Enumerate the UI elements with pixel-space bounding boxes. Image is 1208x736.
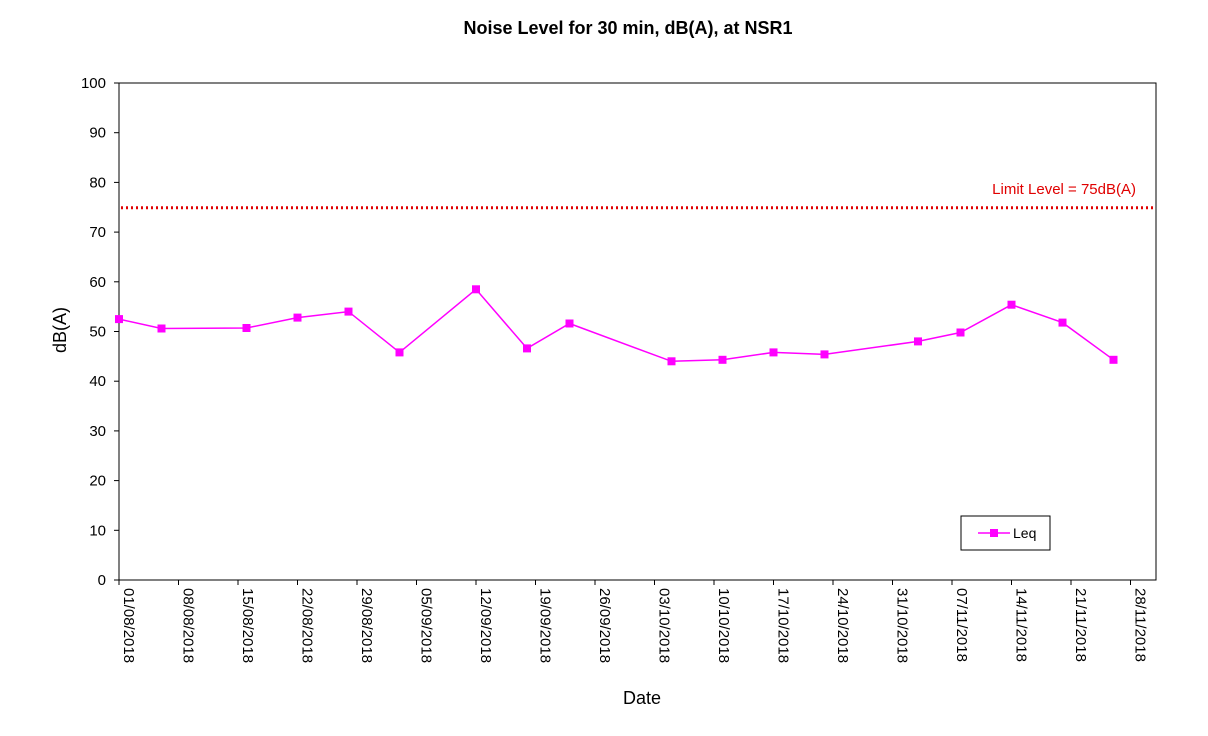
leq-data-point xyxy=(1109,355,1118,364)
x-tick-label: 21/11/2018 xyxy=(1072,588,1089,662)
x-tick-label: 08/08/2018 xyxy=(180,588,197,663)
x-tick-label: 26/09/2018 xyxy=(596,588,613,663)
leq-data-point xyxy=(769,348,778,357)
y-tick-label: 50 xyxy=(89,324,106,341)
legend-label: Leq xyxy=(1013,525,1036,541)
x-tick-label: 22/08/2018 xyxy=(299,588,316,663)
x-tick-label: 19/09/2018 xyxy=(537,588,554,663)
x-tick-label: 10/10/2018 xyxy=(715,588,732,663)
leq-data-point xyxy=(242,324,251,332)
leq-data-point xyxy=(115,315,123,324)
y-tick-label: 40 xyxy=(89,373,106,390)
x-axis-title: Date xyxy=(623,688,661,708)
y-tick-label: 10 xyxy=(89,522,106,539)
y-tick-label: 0 xyxy=(98,572,106,589)
leq-data-point xyxy=(344,307,353,316)
y-tick-label: 90 xyxy=(89,125,106,142)
x-tick-label: 29/08/2018 xyxy=(358,588,375,663)
y-tick-label: 80 xyxy=(89,174,106,191)
y-axis: 0 10 20 30 40 50 60 70 80 90 100 xyxy=(81,75,119,589)
leq-data-point xyxy=(1007,300,1016,309)
chart-title: Noise Level for 30 min, dB(A), at NSR1 xyxy=(463,18,792,38)
leq-data-point xyxy=(1058,318,1067,327)
leq-data-point xyxy=(914,337,922,346)
x-tick-label: 03/10/2018 xyxy=(656,588,673,663)
leq-data-point xyxy=(293,313,302,322)
leq-data-point xyxy=(565,319,574,328)
leq-data-point xyxy=(157,324,166,333)
series-layer xyxy=(115,285,1118,366)
x-tick-label: 28/11/2018 xyxy=(1132,588,1149,662)
x-tick-label: 05/09/2018 xyxy=(418,588,435,663)
x-tick-label: 14/11/2018 xyxy=(1013,588,1030,662)
y-tick-label: 70 xyxy=(89,224,106,241)
x-tick-label: 17/10/2018 xyxy=(775,588,792,663)
x-tick-label: 07/11/2018 xyxy=(953,588,970,662)
leq-data-point xyxy=(718,355,727,364)
leq-series-line xyxy=(118,288,1114,363)
limit-level-label: Limit Level = 75dB(A) xyxy=(992,181,1136,198)
leq-data-point xyxy=(820,350,829,359)
legend-square-marker-icon xyxy=(990,529,998,537)
x-axis: 01/08/2018 08/08/2018 15/08/2018 22/08/2018… xyxy=(118,580,1149,663)
y-tick-label: 100 xyxy=(81,75,106,92)
leq-data-point xyxy=(395,348,404,357)
leq-data-point xyxy=(956,328,965,337)
legend: Leq xyxy=(960,515,1051,551)
x-tick-label: 01/08/2018 xyxy=(120,588,137,663)
reference-lines: Limit Level = 75dB(A) xyxy=(121,181,1155,210)
leq-data-point xyxy=(523,344,531,353)
plot-area-frame xyxy=(118,82,1157,581)
x-tick-label: 24/10/2018 xyxy=(834,588,851,663)
y-tick-label: 20 xyxy=(89,473,106,490)
y-axis-title: dB(A) xyxy=(50,307,70,353)
leq-data-point xyxy=(472,285,480,294)
x-tick-label: 15/08/2018 xyxy=(239,588,256,663)
y-tick-label: 60 xyxy=(89,274,106,291)
x-tick-label: 31/10/2018 xyxy=(894,588,911,663)
x-tick-label: 12/09/2018 xyxy=(477,588,494,663)
y-tick-label: 30 xyxy=(89,423,106,440)
leq-data-point xyxy=(667,357,676,366)
